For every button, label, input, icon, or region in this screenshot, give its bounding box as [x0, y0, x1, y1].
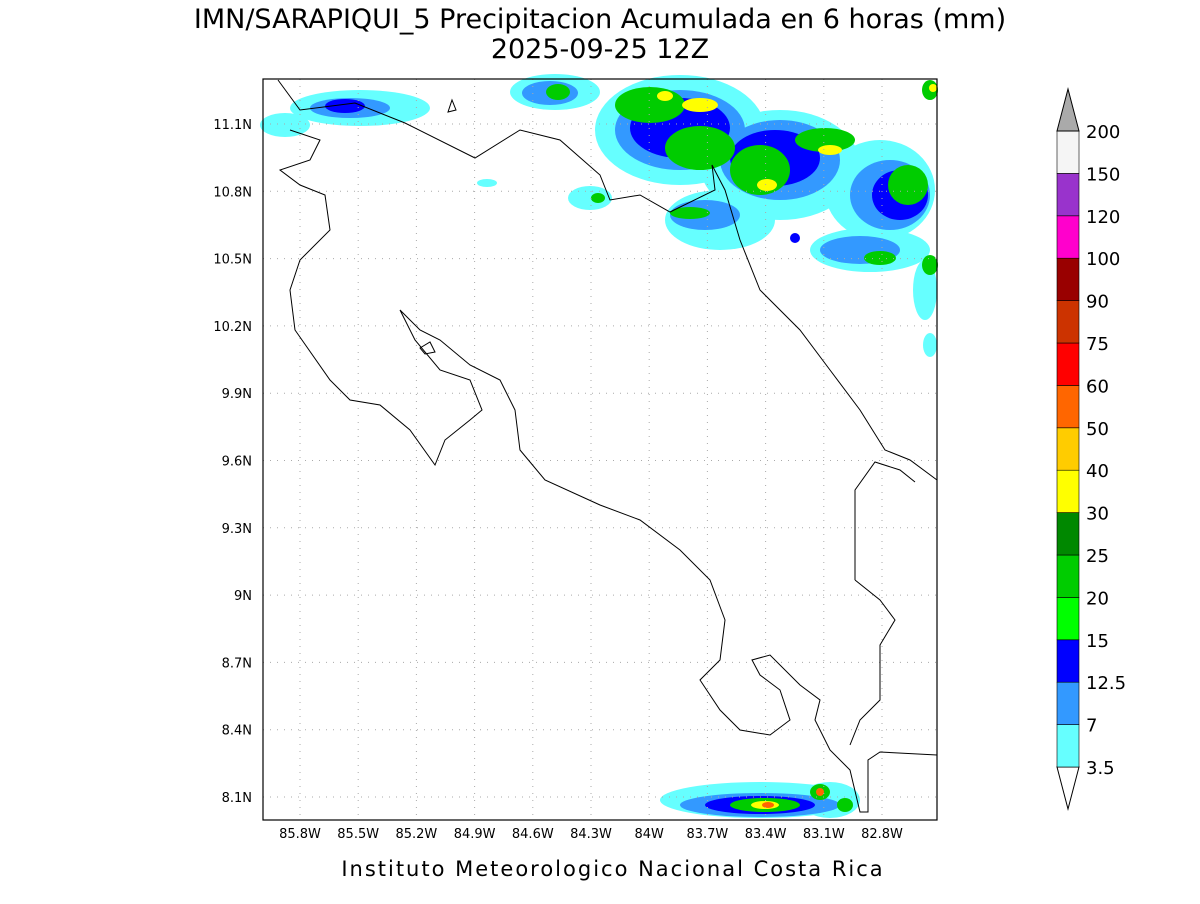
map-frame [262, 78, 938, 821]
coastlines [277, 79, 938, 813]
colorbar-segment [1056, 724, 1080, 768]
colorbar-label: 200 [1086, 122, 1120, 143]
colorbar-segment [1056, 342, 1080, 386]
lat-label: 8.1N [222, 791, 252, 806]
colorbar-label: 3.5 [1086, 758, 1115, 779]
subtitle: 2025-09-25 12Z [491, 34, 709, 65]
colorbar-label: 150 [1086, 164, 1120, 185]
lat-label: 10.5N [213, 253, 252, 268]
title: IMN/SARAPIQUI_5 Precipitacion Acumulada … [194, 4, 1006, 35]
lat-label: 9.3N [222, 522, 252, 537]
colorbar-label: 40 [1086, 461, 1109, 482]
colorbar-bottom-triangle [1056, 766, 1080, 811]
lon-label: 84W [634, 827, 664, 842]
colorbar: 3.5 7 12.5 15 20 25 30 40 50 60 75 90 100 120 150 200 [1056, 87, 1126, 811]
colorbar-label: 12.5 [1086, 673, 1126, 694]
colorbar-segment [1056, 469, 1080, 513]
colorbar-segment [1056, 300, 1080, 344]
colorbar-segment [1056, 130, 1080, 174]
lat-label: 11.1N [213, 118, 252, 133]
colorbar-label: 60 [1086, 376, 1109, 397]
lon-label: 83.7W [686, 827, 728, 842]
colorbar-segment [1056, 597, 1080, 641]
lat-label: 8.4N [222, 724, 252, 739]
lat-label: 9.9N [222, 387, 252, 402]
lon-label: 84.6W [512, 827, 554, 842]
colorbar-segment [1056, 639, 1080, 683]
colorbar-label: 15 [1086, 631, 1109, 652]
precipitation-field [260, 74, 938, 818]
colorbar-label: 20 [1086, 588, 1109, 609]
colorbar-segment [1056, 173, 1080, 217]
colorbar-segment [1056, 385, 1080, 429]
colorbar-label: 50 [1086, 419, 1109, 440]
colorbar-label: 25 [1086, 546, 1109, 567]
colorbar-segment [1056, 554, 1080, 598]
lon-label: 82.8W [861, 827, 903, 842]
lon-label: 83.1W [803, 827, 845, 842]
lat-label: 10.8N [213, 185, 252, 200]
colorbar-label: 100 [1086, 249, 1120, 270]
colorbar-label: 120 [1086, 207, 1120, 228]
lon-label: 84.9W [454, 827, 496, 842]
footer: Instituto Meteorologico Nacional Costa R… [341, 857, 884, 881]
lat-label: 9N [234, 589, 252, 604]
lon-label: 85.8W [279, 827, 321, 842]
lat-label: 8.7N [222, 656, 252, 671]
colorbar-segment [1056, 512, 1080, 556]
colorbar-label: 75 [1086, 334, 1109, 355]
colorbar-segment [1056, 427, 1080, 471]
lon-label: 84.3W [570, 827, 612, 842]
colorbar-label: 7 [1086, 716, 1097, 737]
lon-label: 85.5W [337, 827, 379, 842]
colorbar-label: 30 [1086, 504, 1109, 525]
lat-label: 9.6N [222, 455, 252, 470]
lon-label: 85.2W [395, 827, 437, 842]
lon-label: 83.4W [745, 827, 787, 842]
graticule [263, 79, 937, 820]
lat-label: 10.2N [213, 320, 252, 335]
colorbar-segment [1056, 257, 1080, 301]
colorbar-top-triangle [1056, 87, 1080, 132]
colorbar-segment [1056, 681, 1080, 725]
colorbar-label: 90 [1086, 292, 1109, 313]
colorbar-segment [1056, 215, 1080, 259]
